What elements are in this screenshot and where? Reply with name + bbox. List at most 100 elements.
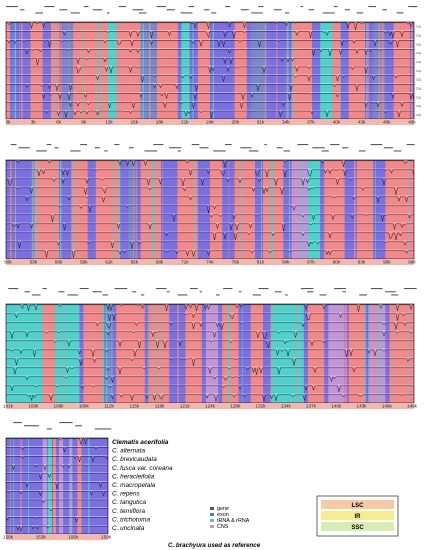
band-cns — [389, 304, 414, 403]
stripe — [171, 22, 173, 119]
stripe — [229, 304, 231, 403]
stripe — [10, 438, 11, 534]
axis-tick-label: 9k — [81, 120, 87, 125]
conservation-trace — [6, 84, 414, 92]
band-utr — [369, 304, 386, 403]
gene-annotation-track — [8, 288, 417, 296]
stripe — [261, 304, 263, 403]
gene-arrow — [216, 294, 220, 296]
row-tag: CQL — [416, 113, 422, 117]
species-name: C. alternata — [112, 448, 145, 455]
axis-tick-label: 49k — [408, 120, 416, 125]
gene-arrow — [368, 6, 377, 8]
gene-arrow — [156, 288, 167, 290]
gene-arrow — [383, 147, 393, 149]
band-cns — [324, 160, 345, 259]
stripe — [63, 304, 65, 403]
gene-arrow — [319, 294, 327, 296]
stripe — [270, 304, 272, 403]
gene-arrow — [322, 12, 335, 14]
species-rows: CQL CQL CQL CQL CQL CQL CQL CQL CQL CQL CQL — [6, 21, 422, 118]
stripe — [344, 304, 346, 403]
conservation-trace — [6, 303, 414, 312]
gene-arrow — [330, 144, 340, 146]
conservation-trace — [6, 250, 414, 258]
stripe — [301, 160, 303, 259]
region-bands — [10, 160, 414, 259]
stripe — [19, 22, 20, 119]
conservation-trace — [6, 214, 414, 222]
axis-tick-label: 43k — [358, 120, 366, 125]
stripe — [95, 22, 97, 119]
stripe — [28, 438, 30, 534]
stripe — [185, 304, 186, 403]
band-cns — [185, 304, 202, 403]
stripe — [378, 22, 380, 119]
species-name: C. tangutica — [112, 499, 147, 506]
stripe — [271, 160, 274, 259]
gene-arrow — [107, 12, 110, 14]
axis-tick-label: 15k — [131, 120, 139, 125]
stripe — [357, 160, 359, 259]
stripe — [84, 160, 86, 259]
stripe — [397, 304, 399, 403]
stripe — [296, 304, 298, 403]
conservation-trace — [6, 313, 414, 321]
stripe — [68, 304, 70, 403]
region-label: SSC — [351, 525, 364, 531]
gene-arrow — [211, 12, 217, 14]
legend-label: CNS — [217, 524, 229, 530]
species-name: C. fusca var. coreana — [112, 465, 173, 472]
gene-arrow — [23, 425, 39, 427]
conservation-trace — [6, 349, 414, 357]
conservation-trace — [6, 30, 414, 39]
gene-arrow — [24, 291, 30, 293]
axis-tick-label: 121k — [180, 404, 191, 409]
stripe — [111, 304, 113, 403]
gene-arrow — [46, 144, 52, 146]
conservation-trace — [6, 160, 415, 168]
gene-arrow — [406, 144, 415, 146]
axis-tick-label: 71k — [181, 260, 189, 265]
stripe — [287, 22, 289, 119]
axis-tick-label: 112k — [104, 404, 114, 409]
gene-arrow — [199, 147, 209, 149]
conservation-trace — [6, 482, 108, 489]
gene-arrow — [102, 294, 108, 296]
alignment-panel-1: CQL CQL CQL CQL CQL CQL CQL CQL CQL CQL CQL 0k 3k 6k 9… — [6, 6, 422, 125]
species-name: Clematis acerifolia — [112, 439, 169, 446]
stripe — [277, 304, 279, 403]
species-name: C. brevicaudata — [112, 456, 157, 463]
stripe — [35, 160, 38, 259]
conservation-trace — [6, 499, 108, 504]
gene-arrow — [334, 288, 346, 290]
row-tag: CQL — [416, 78, 422, 82]
conservation-trace — [6, 66, 415, 74]
band-cns — [30, 22, 43, 119]
conservation-trace — [6, 366, 414, 375]
position-axis: 0k 3k 6k 9k 12k 15k 18k 21k 24k 28k 31k 34k 37k 40k 43… — [6, 119, 416, 125]
stripe — [13, 438, 15, 534]
axis-tick-label: 68k — [156, 260, 164, 265]
conservation-trace — [6, 187, 414, 195]
gene-arrow — [285, 12, 290, 14]
gene-arrow — [80, 144, 88, 146]
gene-arrow — [58, 291, 65, 293]
axis-tick-label: 90k — [333, 260, 341, 265]
species-rows — [6, 303, 415, 402]
gene-arrow — [54, 147, 59, 149]
conservation-trace — [6, 40, 414, 48]
gene-arrow — [393, 150, 402, 152]
stripe — [96, 304, 98, 403]
gene-arrow — [70, 150, 81, 152]
gene-annotation-track — [13, 422, 112, 430]
axis-tick-label: 6k — [56, 120, 62, 125]
gene-arrow — [18, 147, 30, 149]
row-tag: CQL — [416, 25, 422, 29]
axis-tick-label: 50k — [4, 260, 12, 265]
conservation-trace — [6, 525, 108, 533]
axis-tick-label: 3k — [31, 120, 37, 125]
stripe — [276, 22, 278, 119]
gene-arrow — [20, 9, 25, 11]
